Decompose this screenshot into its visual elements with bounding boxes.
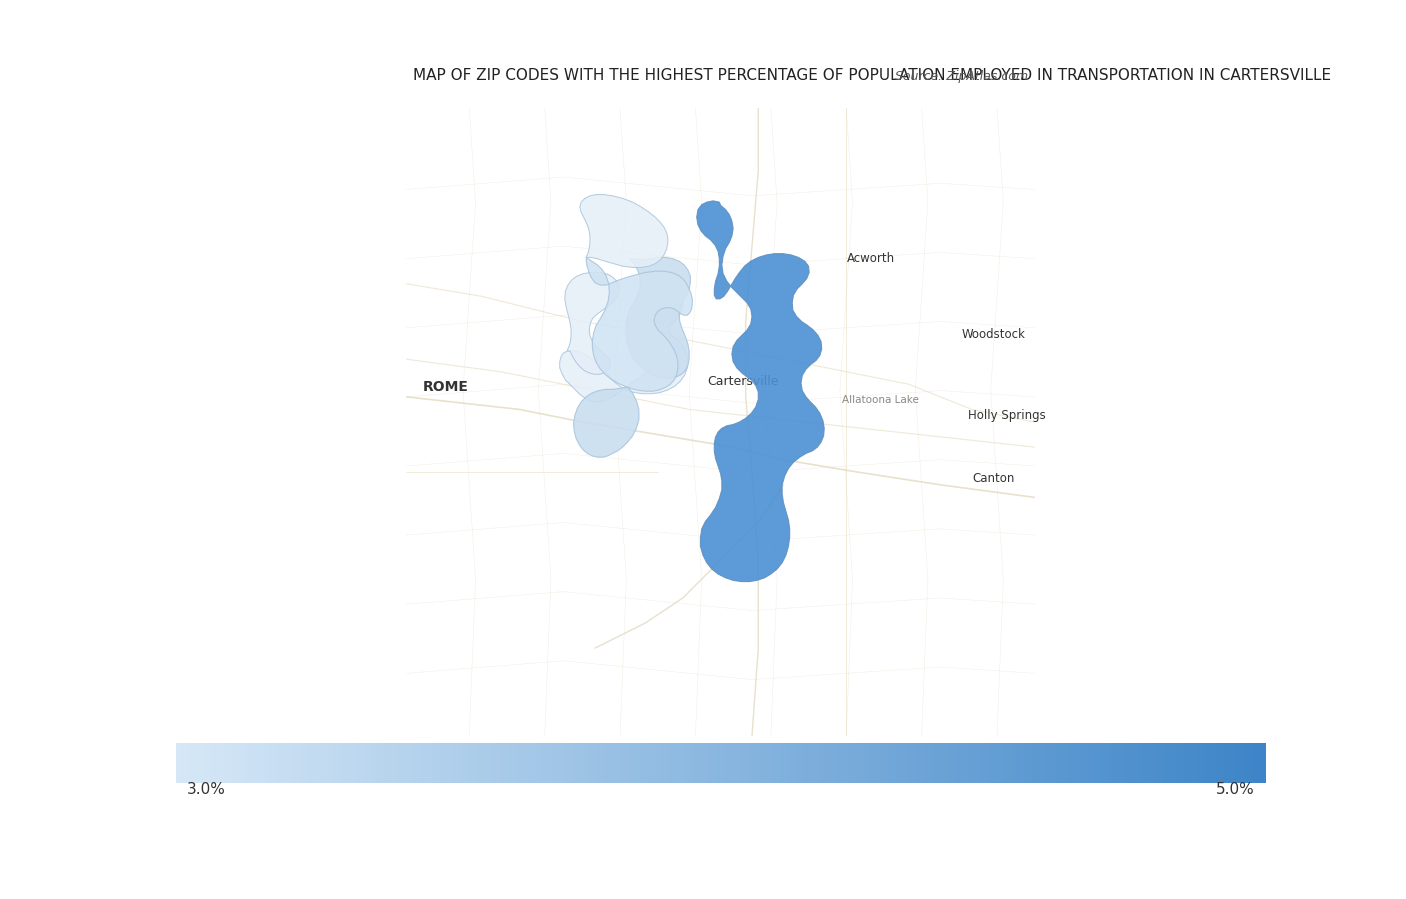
Polygon shape <box>579 194 668 268</box>
Polygon shape <box>560 284 688 402</box>
Text: Source: ZipAtlas.com: Source: ZipAtlas.com <box>896 70 1028 83</box>
Text: Canton: Canton <box>973 472 1015 485</box>
Text: 5.0%: 5.0% <box>1216 782 1254 797</box>
Text: Holly Springs: Holly Springs <box>967 409 1045 423</box>
Text: Acworth: Acworth <box>848 252 896 265</box>
Text: Woodstock: Woodstock <box>962 327 1026 341</box>
Text: Cartersville: Cartersville <box>707 375 779 387</box>
Polygon shape <box>586 257 692 391</box>
Text: MAP OF ZIP CODES WITH THE HIGHEST PERCENTAGE OF POPULATION EMPLOYED IN TRANSPORT: MAP OF ZIP CODES WITH THE HIGHEST PERCEN… <box>413 67 1331 83</box>
Polygon shape <box>565 272 619 374</box>
Polygon shape <box>574 387 638 458</box>
Polygon shape <box>697 200 824 582</box>
Text: Allatoona Lake: Allatoona Lake <box>842 395 920 405</box>
Text: ROME: ROME <box>422 380 468 395</box>
Polygon shape <box>626 257 690 378</box>
Text: 3.0%: 3.0% <box>187 782 225 797</box>
